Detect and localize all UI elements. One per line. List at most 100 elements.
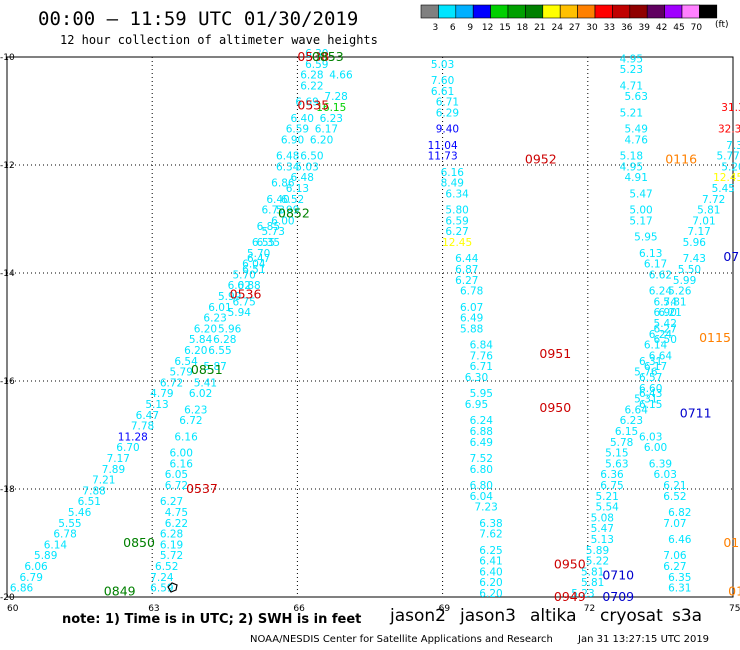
legend-swatch	[455, 4, 474, 19]
wave-height-value: 6.75	[232, 296, 255, 308]
pass-time-label: 0711	[680, 405, 712, 420]
wave-height-value: 31.3	[721, 102, 740, 114]
wave-height-value: 6.85	[257, 221, 280, 233]
wave-height-value: 32.31	[718, 124, 740, 136]
wave-height-value: 6.54	[174, 356, 198, 368]
wave-height-value: 6.82	[668, 507, 691, 519]
wave-height-value: 5.70	[232, 269, 255, 281]
wave-height-value: 6.04	[470, 491, 494, 503]
wave-height-value: 5.20	[721, 161, 740, 173]
pass-time-label: 0951	[539, 346, 571, 361]
pass-time-label: 071	[723, 249, 740, 264]
wave-height-value: 6.24	[470, 415, 494, 427]
wave-height-value: 7.78	[131, 421, 154, 433]
wave-height-value: 6.50	[654, 334, 677, 346]
wave-height-value: 6.72	[179, 415, 202, 427]
wave-height-value: 6.90	[654, 307, 677, 319]
wave-height-value: 6.16	[174, 431, 198, 443]
wave-height-value: 5.80	[445, 205, 468, 217]
wave-height-value: 6.22	[300, 80, 323, 92]
wave-height-value: 6.21	[658, 307, 681, 319]
pass-time-label: 0537	[186, 481, 218, 496]
wave-height-value: 5.87	[203, 361, 226, 373]
wave-height-value: 5.54	[595, 502, 619, 514]
wave-height-value: 6.38	[479, 518, 502, 530]
wave-height-value: 7.07	[663, 518, 686, 530]
wave-height-value: 6.27	[654, 323, 677, 335]
legend-swatch	[542, 4, 561, 19]
x-tick-label: 66	[293, 604, 305, 614]
wave-height-value: 6.71	[436, 97, 459, 109]
wave-height-value: 6.46	[668, 534, 692, 546]
wave-height-value: 4.76	[625, 134, 649, 146]
pass-time-label: 0535	[297, 98, 329, 113]
wave-height-value: 6.15	[615, 426, 638, 438]
wave-height-value: 5.78	[610, 437, 633, 449]
pass-time-label: 0851	[191, 362, 223, 377]
wave-height-value: 5.03	[431, 59, 454, 71]
wave-height-value: 6.72	[165, 480, 188, 492]
wave-height-value: 5.03	[295, 161, 318, 173]
wave-height-value: 4.66	[329, 70, 353, 82]
wave-height-value: 5.00	[629, 205, 652, 217]
x-tick-label: 75	[729, 604, 740, 614]
wave-height-value: 6.30	[465, 372, 488, 384]
wave-height-value: 6.24	[649, 329, 673, 341]
legend-sat-jason2: jason2	[390, 606, 446, 626]
wave-height-value: 4.75	[165, 507, 188, 519]
wave-height-value: 7.89	[102, 464, 125, 476]
wave-height-value: 6.00	[170, 448, 193, 460]
wave-height-value: 6.20	[310, 134, 333, 146]
wave-height-value: 6.70	[116, 442, 139, 454]
wave-height-value: 7.17	[687, 226, 710, 238]
wave-height-value: 6.23	[620, 415, 643, 427]
wave-height-value: 6.60	[639, 383, 662, 395]
x-tick-label: 72	[584, 604, 595, 614]
legend-tick-label: 33	[604, 23, 615, 33]
map-subtitle: 12 hour collection of altimeter wave hei…	[60, 33, 378, 47]
wave-height-value: 4.79	[150, 388, 173, 400]
wave-height-value: 7.01	[692, 215, 715, 227]
wave-height-value: 6.61	[431, 86, 454, 98]
wave-height-value: 6.20	[194, 323, 217, 335]
wave-height-value: 7.52	[470, 453, 493, 465]
wave-height-value: 7.76	[470, 350, 494, 362]
wave-height-value: 6.17	[644, 361, 667, 373]
wave-height-value: 5.79	[170, 367, 193, 379]
timestamp-text: Jan 31 13:27:15 UTC 2019	[578, 634, 710, 645]
wave-height-value: 12.45	[713, 172, 740, 184]
wave-height-value: 5.13	[145, 399, 168, 411]
wave-height-value: 5.89	[34, 550, 57, 562]
wave-height-value: 6.20	[184, 345, 207, 357]
pass-time-label: 01	[728, 584, 740, 599]
wave-height-value: 6.64	[649, 350, 673, 362]
legend-sat-jason3: jason3	[460, 606, 516, 626]
wave-height-value: 6.03	[654, 469, 677, 481]
wave-height-value: 6.80	[470, 480, 493, 492]
pass-time-label: 0115	[699, 330, 731, 345]
wave-height-value: 6.35	[257, 237, 280, 249]
pass-time-label: 0852	[278, 206, 310, 221]
wave-height-value: 6.34	[276, 161, 300, 173]
wave-height-value: 6.13	[286, 183, 309, 195]
legend-swatch	[438, 4, 457, 19]
y-tick-label: -12	[0, 161, 15, 171]
wave-height-value: 5.89	[586, 545, 609, 557]
wave-height-value: 6.59	[286, 124, 309, 136]
wave-height-value: 5.08	[591, 512, 614, 524]
wave-height-value: 6.90	[281, 134, 304, 146]
wave-height-value: 6.00	[271, 215, 294, 227]
wave-height-value: 6.41	[479, 556, 502, 568]
wave-height-value: 4.71	[620, 80, 643, 92]
wave-height-value: 5.96	[683, 237, 707, 249]
wave-height-value: 6.52	[663, 491, 686, 503]
legend-sat-altika: altika	[530, 606, 577, 626]
island-outline	[167, 582, 178, 593]
wave-height-value: 6.13	[639, 248, 662, 260]
wave-height-value: 6.22	[165, 518, 188, 530]
wave-height-value: 5.73	[262, 226, 285, 238]
wave-height-value: 5.13	[591, 534, 614, 546]
wave-height-value: 6.80	[470, 464, 493, 476]
wave-height-value: 5.88	[460, 323, 483, 335]
